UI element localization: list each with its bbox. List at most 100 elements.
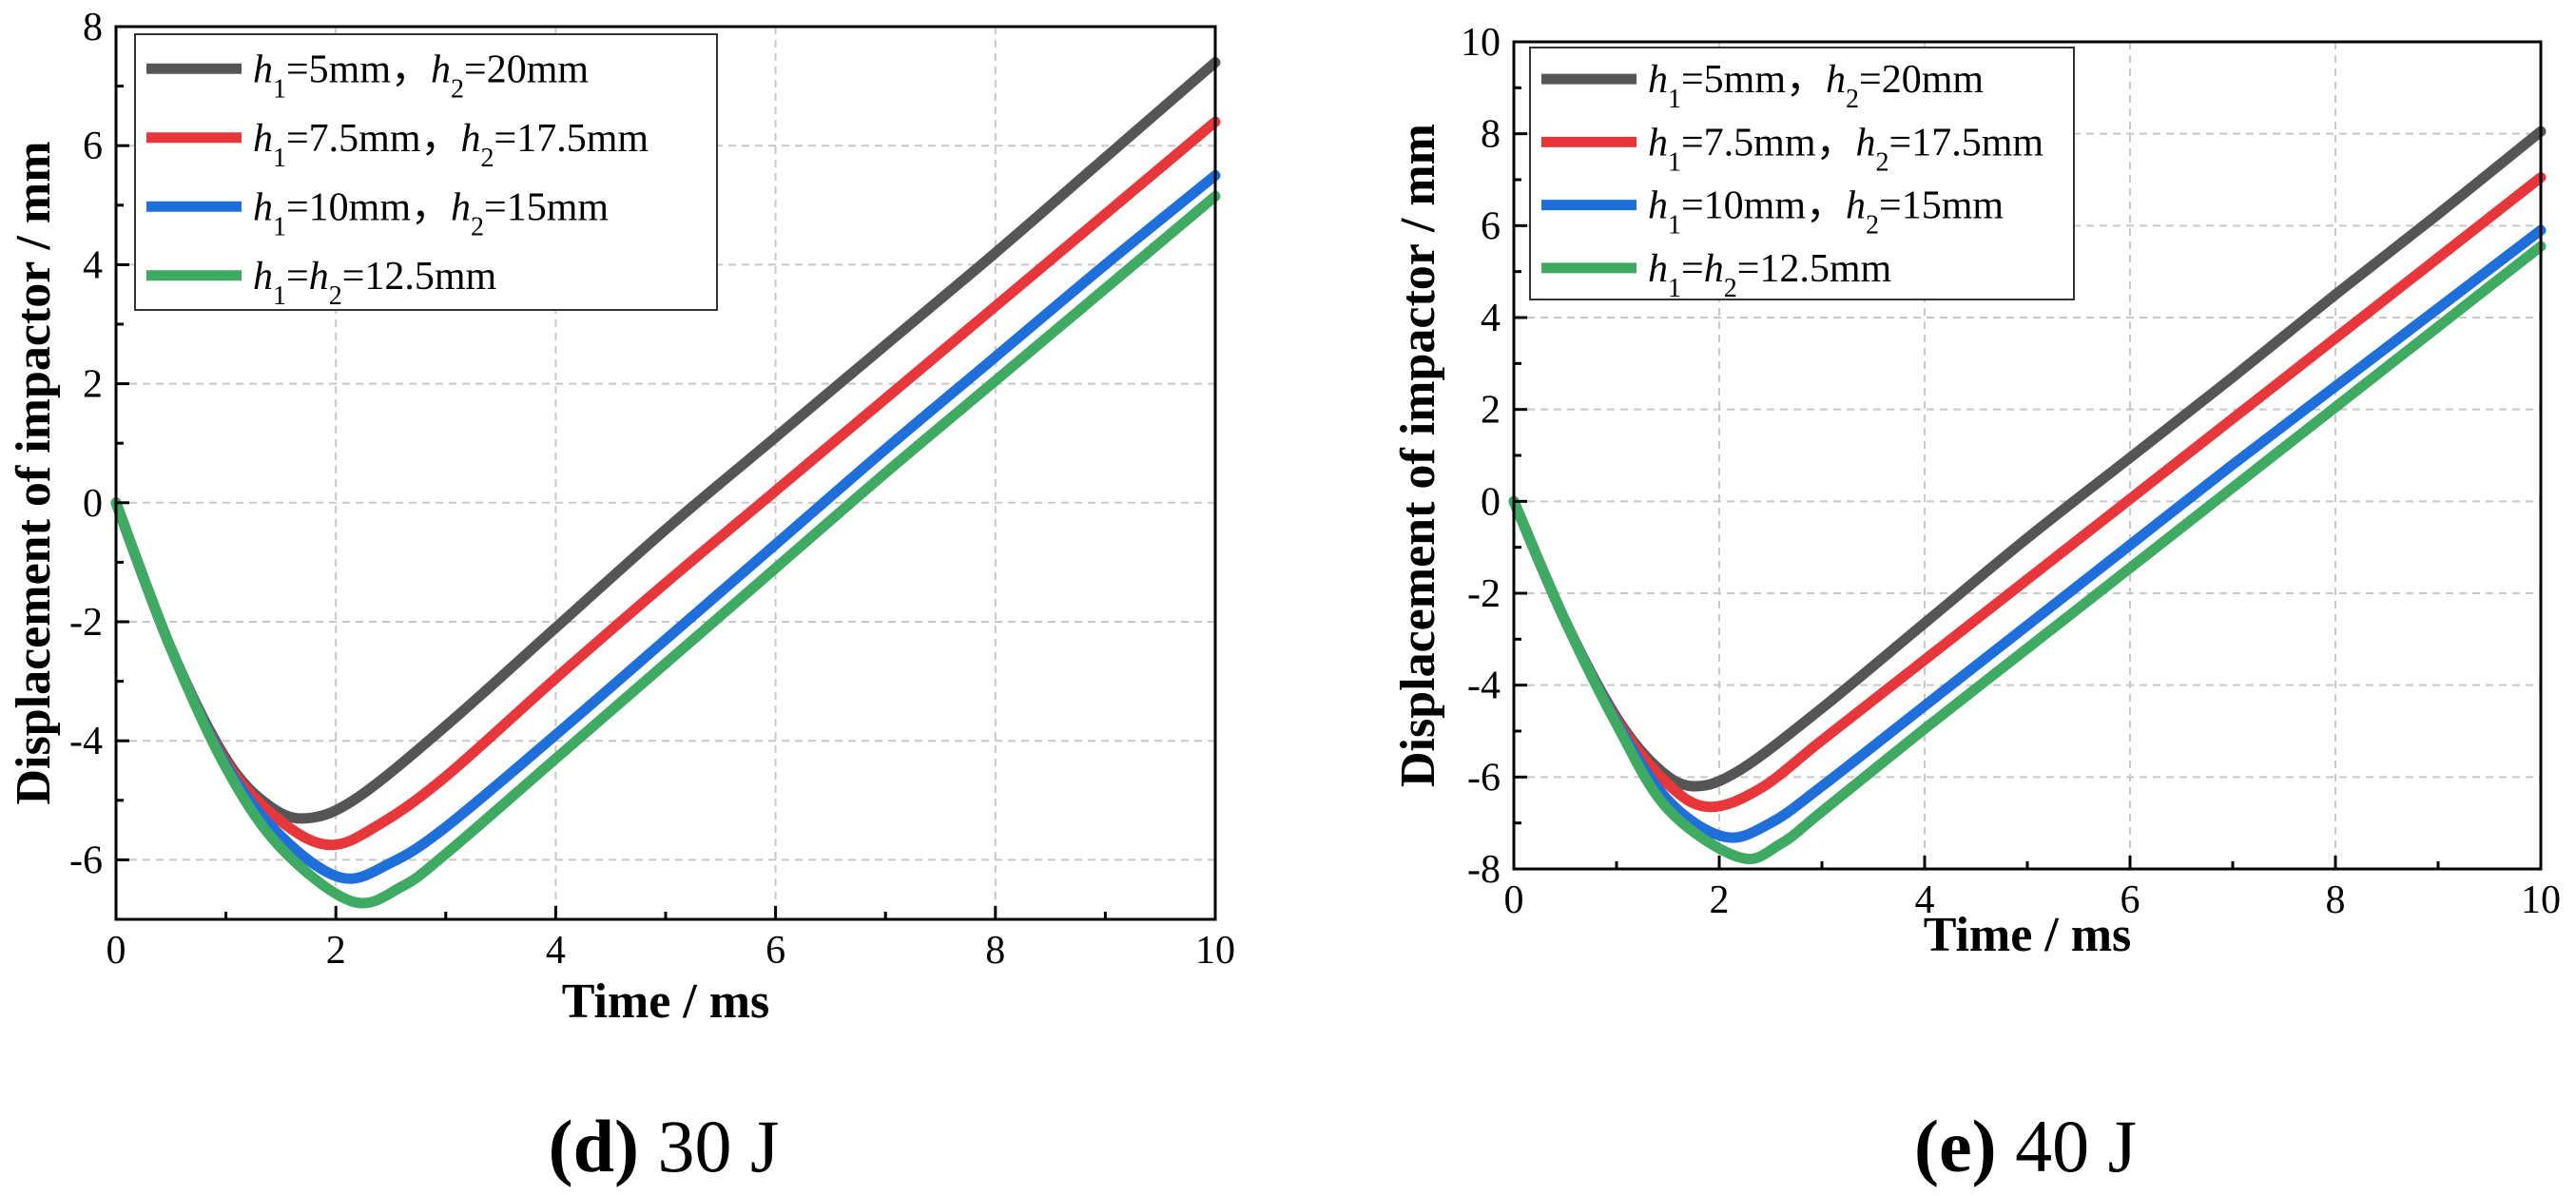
legend-label-part: h bbox=[1648, 58, 1668, 102]
legend-label-part: =15mm bbox=[1879, 184, 2004, 228]
y-tick-label: 4 bbox=[1481, 297, 1501, 340]
legend: h1=5mm，h2=20mmh1=7.5mm，h2=17.5mmh1=10mm，… bbox=[1529, 47, 2075, 303]
x-tick-label: 10 bbox=[1195, 929, 1235, 973]
legend-label-part: =20mm bbox=[464, 48, 589, 91]
x-tick-label: 0 bbox=[107, 929, 126, 973]
y-tick-label: -6 bbox=[1467, 756, 1501, 800]
legend-label-part: h bbox=[431, 48, 451, 91]
legend-label-part: 1 bbox=[1668, 85, 1681, 114]
y-tick-label: 6 bbox=[1481, 204, 1501, 248]
x-tick-label: 6 bbox=[765, 929, 785, 973]
legend-label-part: =5mm， bbox=[1681, 58, 1826, 102]
x-tick-label: 2 bbox=[326, 929, 346, 973]
y-tick-label: 0 bbox=[83, 482, 103, 526]
y-tick-label: 2 bbox=[1481, 389, 1501, 433]
x-tick-label: 2 bbox=[1710, 878, 1730, 922]
legend-label-part: 1 bbox=[273, 212, 286, 241]
panel-caption-letter: (d) bbox=[549, 1105, 639, 1187]
legend-label-part: 2 bbox=[481, 143, 494, 172]
legend-label-part: =10mm， bbox=[286, 185, 451, 229]
legend-label-part: h bbox=[309, 255, 329, 299]
legend-label-part: 1 bbox=[1668, 210, 1681, 240]
panel-caption-text: 40 J bbox=[1997, 1105, 2137, 1187]
x-axis-title: Time / ms bbox=[1924, 908, 2132, 962]
legend-label-part: = bbox=[1681, 247, 1704, 291]
y-tick-label: 6 bbox=[83, 125, 103, 168]
y-axis-title: Displacement of impactor / mm bbox=[1391, 124, 1445, 787]
legend-label-part: h bbox=[253, 117, 273, 161]
legend-label-part: =5mm， bbox=[286, 48, 431, 91]
y-tick-label: 8 bbox=[83, 6, 103, 49]
legend-box bbox=[134, 33, 718, 311]
y-axis-title: Displacement of impactor / mm bbox=[7, 141, 61, 804]
x-axis-title: Time / ms bbox=[562, 974, 770, 1029]
y-tick-label: -8 bbox=[1467, 848, 1501, 892]
legend-label-part: =15mm bbox=[484, 185, 609, 229]
x-tick-label: 4 bbox=[546, 929, 566, 973]
legend: h1=5mm，h2=20mmh1=7.5mm，h2=17.5mmh1=10mm，… bbox=[134, 33, 718, 311]
x-tick-label: 0 bbox=[1504, 878, 1524, 922]
legend-label-part: h bbox=[1648, 121, 1668, 164]
y-tick-label: 2 bbox=[83, 363, 103, 407]
panel-caption: (d) 30 J bbox=[549, 1105, 780, 1187]
legend-label-part: 1 bbox=[273, 280, 286, 310]
y-tick-label: -6 bbox=[69, 839, 103, 882]
legend-label-part: h bbox=[253, 185, 273, 229]
legend-label-3: h1=h2=12.5mm bbox=[253, 255, 497, 311]
panel-caption-text: 30 J bbox=[639, 1105, 779, 1187]
legend-label-1: h1=7.5mm，h2=17.5mm bbox=[1648, 121, 2043, 177]
legend-label-part: =12.5mm bbox=[1737, 247, 1892, 291]
legend-box bbox=[1529, 47, 2075, 300]
x-tick-label: 10 bbox=[2521, 878, 2561, 922]
legend-label-part: 2 bbox=[471, 212, 484, 241]
legend-label-part: h bbox=[253, 48, 273, 91]
legend-label-part: h bbox=[1648, 247, 1668, 291]
y-tick-label: -4 bbox=[1467, 665, 1501, 708]
y-tick-label: 10 bbox=[1461, 21, 1501, 65]
legend-label-part: 1 bbox=[273, 143, 286, 172]
y-tick-label: 0 bbox=[1481, 480, 1501, 524]
legend-label-part: =7.5mm， bbox=[286, 117, 461, 161]
x-tick-label: 8 bbox=[2326, 878, 2346, 922]
legend-label-part: h bbox=[1846, 184, 1866, 228]
legend-label-part: h bbox=[1856, 121, 1876, 164]
legend-label-part: 2 bbox=[1724, 273, 1737, 302]
x-tick-label: 6 bbox=[2121, 878, 2140, 922]
x-tick-label: 4 bbox=[1915, 878, 1935, 922]
legend-label-part: =20mm bbox=[1859, 58, 1984, 102]
panel-caption: (e) 40 J bbox=[1914, 1105, 2137, 1187]
y-tick-label: 4 bbox=[83, 243, 103, 287]
legend-label-part: = bbox=[286, 255, 309, 299]
legend-label-part: h bbox=[1648, 184, 1668, 228]
legend-label-part: h bbox=[451, 185, 471, 229]
legend-label-part: 2 bbox=[451, 74, 464, 104]
legend-label-part: 1 bbox=[273, 74, 286, 104]
legend-label-3: h1=h2=12.5mm bbox=[1648, 247, 1892, 303]
legend-label-part: =12.5mm bbox=[342, 255, 497, 299]
x-tick-label: 8 bbox=[985, 929, 1005, 973]
legend-label-part: 1 bbox=[1668, 273, 1681, 302]
y-tick-label: -2 bbox=[69, 601, 103, 645]
legend-label-part: =17.5mm bbox=[494, 117, 649, 161]
legend-label-part: 2 bbox=[1876, 147, 1889, 177]
y-tick-label: 8 bbox=[1481, 113, 1501, 157]
chart-panel-1: 0 2 4 6 8 10 -8 -6 -4 -2 0 2 4 6 8 10 Time / ms Displacem… bbox=[1391, 21, 2561, 1187]
chart-panel-0: 0 2 4 6 8 10 -6 -4 -2 0 2 4 6 8 Time / ms Displacement … bbox=[7, 6, 1235, 1187]
legend-label-part: h bbox=[253, 255, 273, 299]
y-tick-label: -2 bbox=[1467, 572, 1501, 616]
legend-label-part: =10mm， bbox=[1681, 184, 1846, 228]
legend-label-part: =17.5mm bbox=[1889, 121, 2044, 164]
panel-caption-letter: (e) bbox=[1914, 1105, 1997, 1187]
y-tick-label: -4 bbox=[69, 720, 103, 763]
legend-label-part: 2 bbox=[1866, 210, 1879, 240]
legend-label-part: =7.5mm， bbox=[1681, 121, 1856, 164]
legend-label-0: h1=5mm，h2=20mm bbox=[253, 48, 589, 104]
legend-label-part: 2 bbox=[1846, 85, 1859, 114]
legend-label-2: h1=10mm，h2=15mm bbox=[1648, 184, 2004, 241]
legend-label-part: 1 bbox=[1668, 147, 1681, 177]
series-line-3 bbox=[110, 190, 1221, 909]
legend-label-1: h1=7.5mm，h2=17.5mm bbox=[253, 117, 649, 173]
series-line-3 bbox=[1508, 241, 2547, 864]
legend-label-part: 2 bbox=[329, 280, 342, 310]
